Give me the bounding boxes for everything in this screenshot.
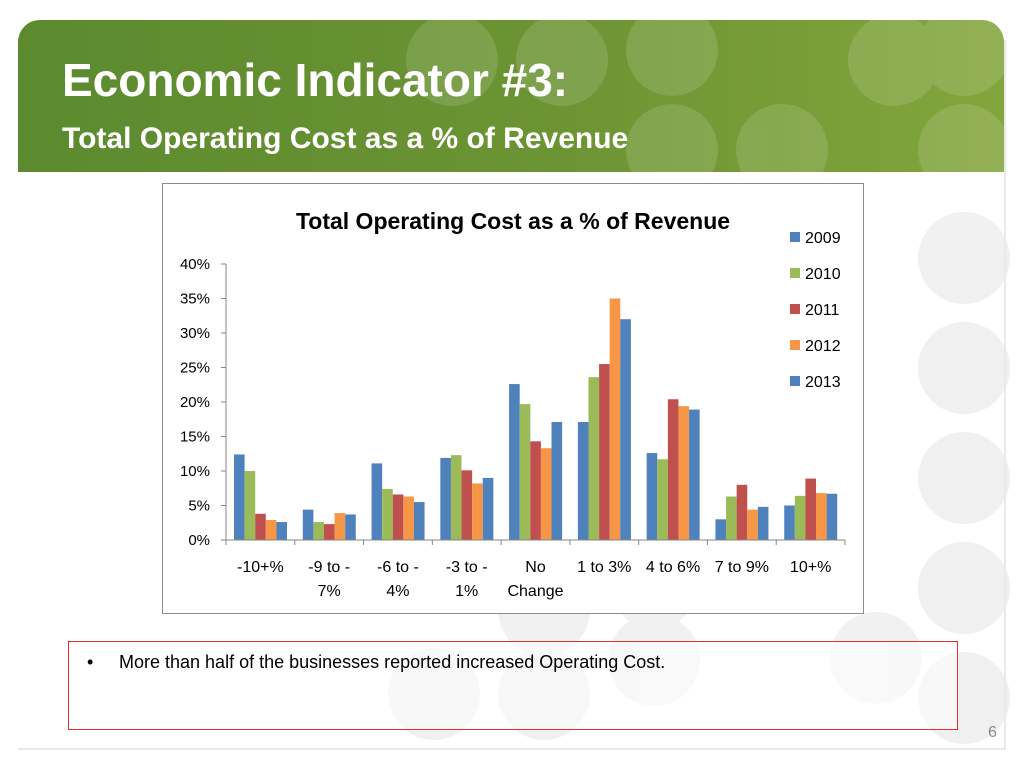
- bar-2013-3: [482, 477, 494, 540]
- legend-label-2010: 2010: [805, 266, 841, 283]
- bar-2013-0: [276, 522, 287, 540]
- bar-2009-2: [371, 463, 383, 540]
- bar-2012-7: [747, 509, 758, 540]
- bar-2010-6: [657, 459, 668, 540]
- bar-2010-5: [588, 377, 600, 540]
- bar-2013-1: [345, 514, 356, 540]
- bullet-symbol: •: [87, 652, 94, 672]
- bar-2013-8: [826, 493, 838, 540]
- banner-circles: [406, 20, 1004, 172]
- bar-2010-2: [382, 488, 393, 540]
- x-tick-label: 10+%: [790, 559, 831, 576]
- y-tick-label: 5%: [188, 498, 210, 515]
- x-tick-label: Change: [507, 583, 563, 600]
- bar-2011-2: [392, 494, 404, 540]
- bar-2010-3: [450, 455, 462, 540]
- bar-2011-7: [736, 484, 748, 540]
- y-tick-label: 30%: [180, 325, 210, 342]
- y-tick-label: 25%: [180, 360, 210, 377]
- bar-2012-4: [540, 448, 552, 540]
- x-tick-label: 4%: [386, 583, 409, 600]
- title-banner: [18, 20, 1004, 172]
- legend-label-2012: 2012: [805, 338, 841, 355]
- y-tick-label: 10%: [180, 463, 210, 480]
- bar-2009-7: [715, 519, 727, 540]
- bar-2013-4: [551, 422, 563, 540]
- bar-2011-6: [667, 399, 679, 540]
- bar-2012-8: [816, 493, 827, 540]
- bar-2013-5: [620, 319, 631, 540]
- slide-subtitle: Total Operating Cost as a % of Revenue: [62, 122, 629, 155]
- x-tick-label: -3 to -: [446, 559, 488, 576]
- legend-label-2011: 2011: [805, 302, 840, 319]
- bar-2012-1: [334, 513, 346, 540]
- legend-label-2013: 2013: [805, 374, 841, 391]
- slide-right-border: [1004, 40, 1006, 750]
- bar-2009-3: [440, 457, 451, 540]
- y-tick-label: 15%: [180, 429, 210, 446]
- legend-swatch-2013: [790, 376, 800, 386]
- chart-frame: Total Operating Cost as a % of Revenue 0%…: [162, 183, 864, 614]
- bar-chart: Total Operating Cost as a % of Revenue 0%…: [180, 208, 846, 600]
- bar-2010-4: [519, 404, 531, 540]
- bar-2009-4: [509, 384, 520, 540]
- bar-2009-0: [234, 454, 245, 540]
- bar-2011-5: [599, 364, 610, 540]
- x-tick-label: 7%: [318, 583, 341, 600]
- bar-2009-5: [577, 422, 589, 540]
- legend-swatch-2011: [790, 304, 800, 314]
- y-tick-label: 0%: [188, 532, 210, 549]
- bar-2012-6: [678, 406, 690, 540]
- bar-2013-2: [413, 502, 425, 540]
- page-number: 6: [988, 724, 997, 741]
- bar-2011-3: [461, 470, 473, 540]
- bar-2011-4: [530, 441, 541, 540]
- bar-2011-1: [323, 524, 335, 540]
- bar-2009-1: [302, 509, 314, 540]
- bullet-box: • More than half of the businesses repor…: [68, 641, 958, 730]
- chart-title: Total Operating Cost as a % of Revenue: [296, 208, 730, 234]
- y-tick-label: 20%: [180, 394, 210, 411]
- bar-2012-5: [609, 298, 621, 540]
- bar-2010-7: [726, 496, 737, 540]
- bar-2011-0: [255, 513, 266, 540]
- legend-label-2009: 2009: [805, 230, 841, 247]
- x-tick-label: -9 to -: [308, 559, 350, 576]
- x-tick-label: No: [525, 559, 546, 576]
- bar-2012-0: [265, 519, 277, 540]
- y-tick-label: 40%: [180, 256, 210, 273]
- x-tick-label: 4 to 6%: [646, 559, 700, 576]
- x-tick-label: 1 to 3%: [577, 559, 631, 576]
- legend-swatch-2010: [790, 268, 800, 278]
- bar-2009-6: [646, 453, 658, 540]
- x-tick-label: -10+%: [237, 559, 284, 576]
- x-tick-label: -6 to -: [377, 559, 419, 576]
- x-tick-label: 1%: [455, 583, 478, 600]
- bar-2013-7: [757, 506, 769, 540]
- slide-bottom-border: [18, 748, 1004, 750]
- bar-2013-6: [689, 409, 700, 540]
- x-tick-label: 7 to 9%: [715, 559, 769, 576]
- legend-swatch-2012: [790, 340, 800, 350]
- y-tick-label: 35%: [180, 291, 210, 308]
- bar-2009-8: [784, 505, 795, 540]
- bar-2012-2: [403, 496, 414, 540]
- bar-2010-0: [244, 471, 256, 540]
- bar-2011-8: [805, 478, 817, 540]
- bar-2010-1: [313, 522, 324, 540]
- slide-title: Economic Indicator #3:: [62, 54, 569, 106]
- bullet-text: More than half of the businesses reporte…: [119, 652, 666, 672]
- bar-2012-3: [472, 483, 483, 540]
- legend-swatch-2009: [790, 232, 800, 242]
- bar-2010-8: [794, 495, 806, 540]
